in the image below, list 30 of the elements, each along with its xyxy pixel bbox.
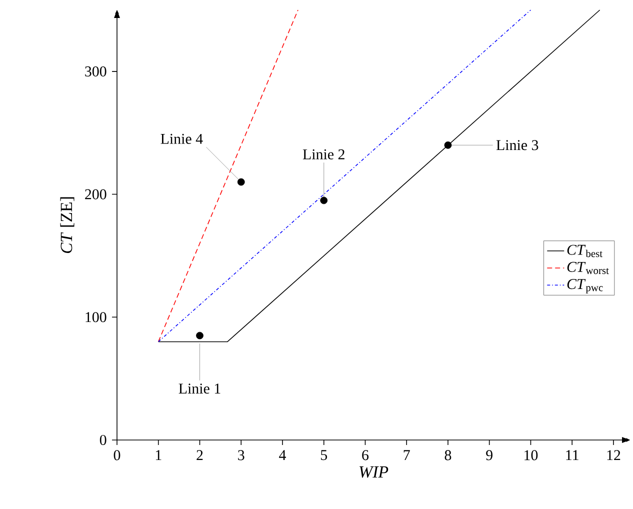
legend-label: CT$_{pwc}$ bbox=[567, 279, 603, 294]
y-axis-title: CT [ZE] bbox=[60, 197, 74, 254]
x-tick-label: 9 bbox=[486, 450, 492, 460]
y-tick-label: 100 bbox=[86, 312, 106, 322]
x-tick-label: 0 bbox=[114, 450, 120, 460]
point bbox=[320, 196, 328, 204]
annotation: Linie 4 bbox=[160, 134, 203, 144]
x-tick-label: 12 bbox=[607, 450, 620, 460]
annotation: Linie 3 bbox=[496, 140, 538, 150]
x-tick-label: 1 bbox=[156, 450, 162, 460]
annotation: Linie 1 bbox=[178, 384, 220, 394]
x-tick-label: 7 bbox=[404, 450, 410, 460]
x-tick-label: 5 bbox=[320, 450, 328, 460]
x-tick-label: 11 bbox=[566, 450, 578, 460]
annotation: Linie 2 bbox=[302, 149, 344, 160]
x-tick-label: 8 bbox=[444, 450, 452, 460]
y-tick-label: 300 bbox=[85, 66, 106, 76]
legend-label: CT$_{best}$ bbox=[567, 244, 602, 258]
x-tick-label: 2 bbox=[196, 450, 203, 460]
x-tick-label: 6 bbox=[362, 450, 369, 460]
point bbox=[444, 141, 452, 149]
y-tick-label: 200 bbox=[85, 189, 106, 200]
point bbox=[237, 178, 245, 186]
x-tick-label: 4 bbox=[279, 450, 286, 460]
x-axis-title: WIP bbox=[360, 466, 388, 478]
y-tick-label: 0 bbox=[100, 434, 106, 446]
x-tick-label: 10 bbox=[524, 450, 538, 460]
point bbox=[196, 332, 204, 340]
legend-label: CT$_{worst}$ bbox=[567, 262, 609, 274]
x-tick-label: 3 bbox=[238, 450, 244, 460]
